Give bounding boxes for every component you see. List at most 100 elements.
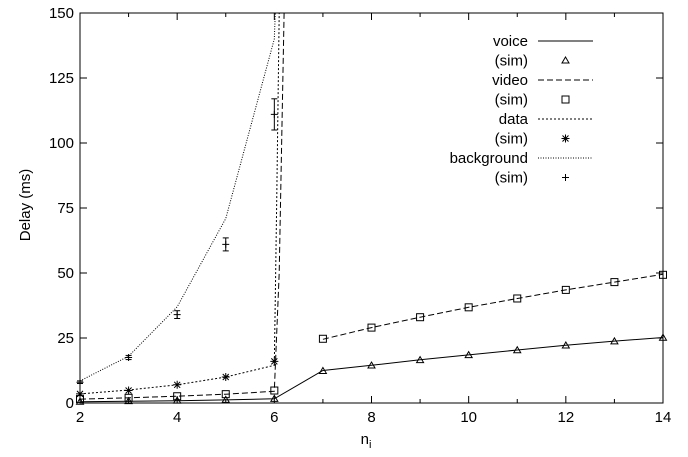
asterisk-marker-shape <box>124 386 133 395</box>
square-marker-shape <box>367 323 376 332</box>
plus-marker-shape <box>562 174 569 181</box>
plus-marker-shape <box>270 110 278 118</box>
square-marker-shape <box>270 386 279 395</box>
series-line-video <box>79 12 285 400</box>
data-point-triangle <box>610 336 619 345</box>
x-axis-label-subscript: i <box>369 439 371 451</box>
plus-marker-shape <box>222 240 230 248</box>
axis-ticks: 2 4 6 8 10 12 14 0 25 50 75 100 125 150 <box>49 5 671 426</box>
legend-marker-sample <box>561 95 570 104</box>
x-axis-label: ni <box>361 431 372 451</box>
plus-marker-shape <box>173 311 181 319</box>
square-marker-shape <box>513 294 522 303</box>
y-tick-label: 25 <box>57 330 74 347</box>
triangle-marker-shape <box>318 366 328 375</box>
square-marker-shape <box>561 95 570 104</box>
data-point-triangle <box>464 350 474 359</box>
square-marker-shape <box>464 303 473 312</box>
series-line-video-upper <box>322 273 664 340</box>
legend: voice (sim) video (sim) data (sim) background (… <box>450 33 593 187</box>
triangle-marker-shape <box>658 333 668 341</box>
legend-label: (sim) <box>495 170 528 187</box>
y-tick-label: 125 <box>49 70 74 87</box>
x-tick-label: 6 <box>270 409 278 426</box>
legend-marker-sample <box>562 174 569 181</box>
triangle-marker-shape <box>415 355 425 364</box>
data-point-plus <box>76 378 84 386</box>
data-point-triangle <box>124 396 133 405</box>
data-point-plus <box>173 311 181 319</box>
data-point-triangle <box>658 333 668 341</box>
legend-label: (sim) <box>495 131 528 148</box>
data-point-square <box>659 270 667 279</box>
triangle-marker-shape <box>610 336 619 345</box>
data-point-square <box>318 334 327 343</box>
data-point-triangle <box>512 345 522 354</box>
x-tick-label: 8 <box>367 409 375 426</box>
triangle-marker-shape <box>512 345 522 354</box>
asterisk-marker-shape <box>270 357 279 366</box>
x-axis-label-main: n <box>361 431 369 448</box>
plus-marker-shape <box>76 378 84 386</box>
x-tick-label: 12 <box>557 409 574 426</box>
legend-label: (sim) <box>495 53 528 70</box>
y-tick-label: 50 <box>57 265 74 282</box>
data-point-asterisk <box>76 389 84 398</box>
data-point-triangle <box>221 395 231 403</box>
y-tick-label: 75 <box>57 200 74 217</box>
triangle-marker-shape <box>124 396 133 405</box>
triangle-marker-shape <box>561 341 571 349</box>
x-tick-label: 10 <box>460 409 477 426</box>
legend-marker-sample <box>561 56 570 64</box>
square-marker-shape <box>173 392 182 401</box>
legend-label: video <box>492 72 528 89</box>
asterisk-marker-shape <box>173 380 182 389</box>
plus-marker-shape <box>125 354 133 361</box>
x-tick-label: 4 <box>173 409 181 426</box>
square-marker-shape <box>416 313 425 322</box>
legend-label: data <box>499 111 529 128</box>
square-marker-shape <box>318 334 327 343</box>
square-marker-shape <box>221 390 230 399</box>
data-point-square <box>367 323 376 332</box>
y-tick-label: 0 <box>66 395 74 412</box>
triangle-marker-shape <box>75 397 85 405</box>
data-point-triangle <box>561 341 571 349</box>
y-tick-label: 100 <box>49 135 74 152</box>
series-layer <box>75 12 668 405</box>
triangle-marker-shape <box>221 395 231 403</box>
y-axis-label: Delay (ms) <box>17 169 34 242</box>
data-point-square <box>561 285 570 294</box>
data-point-square <box>270 386 279 395</box>
x-tick-label: 14 <box>655 409 672 426</box>
data-point-triangle <box>75 397 85 405</box>
x-tick-label: 2 <box>76 409 84 426</box>
triangle-marker-shape <box>464 350 474 359</box>
data-point-asterisk <box>270 357 279 366</box>
data-point-square <box>513 294 522 303</box>
data-point-triangle <box>367 361 376 369</box>
asterisk-marker-shape <box>561 134 570 143</box>
data-point-square <box>416 313 425 322</box>
series-line-background <box>79 12 276 382</box>
data-point-triangle <box>318 366 328 375</box>
data-point-asterisk <box>173 380 182 389</box>
asterisk-marker-shape <box>76 389 84 398</box>
data-point-plus <box>125 354 133 361</box>
data-point-asterisk <box>124 386 133 395</box>
square-marker-shape <box>561 285 570 294</box>
data-point-square <box>610 278 619 287</box>
data-point-square <box>173 392 182 401</box>
square-marker-shape <box>659 270 667 279</box>
data-point-square <box>221 390 230 399</box>
data-point-triangle <box>415 355 425 364</box>
legend-marker-sample <box>561 134 570 143</box>
legend-label: background <box>450 150 528 167</box>
series-line-data <box>79 12 280 395</box>
legend-label: voice <box>493 33 528 50</box>
data-point-square <box>464 303 473 312</box>
legend-label: (sim) <box>495 92 528 109</box>
triangle-marker-shape <box>269 394 279 402</box>
triangle-marker-shape <box>367 361 376 369</box>
